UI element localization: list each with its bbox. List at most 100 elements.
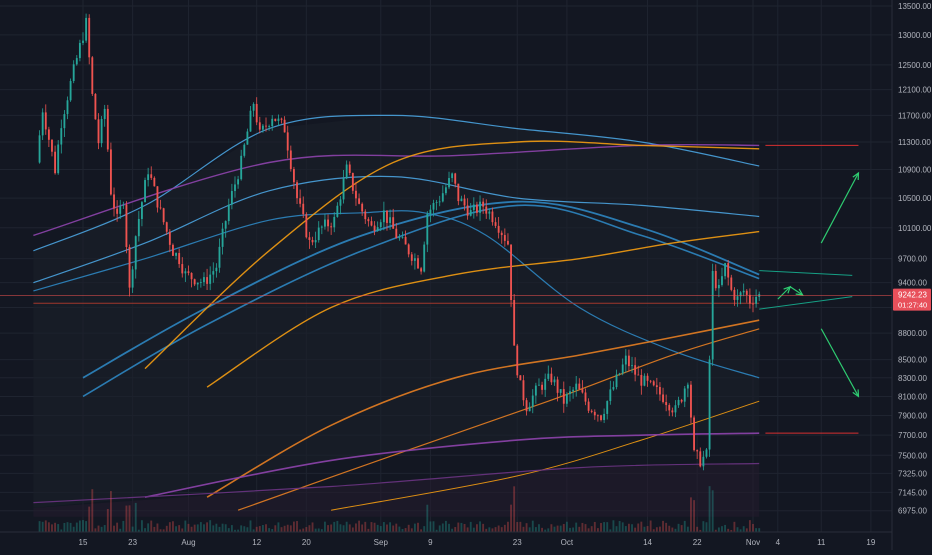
candle[interactable] [693, 415, 695, 452]
candle[interactable] [376, 221, 379, 232]
candle[interactable] [528, 402, 531, 412]
candle[interactable] [165, 221, 168, 235]
candle[interactable] [184, 268, 187, 282]
candle[interactable] [320, 225, 323, 235]
candle[interactable] [662, 387, 664, 404]
candle[interactable] [494, 217, 497, 229]
candle[interactable] [333, 212, 336, 233]
candle[interactable] [78, 39, 81, 62]
candle[interactable] [538, 378, 540, 386]
candle[interactable] [519, 375, 522, 381]
candle[interactable] [690, 380, 692, 424]
candle[interactable] [69, 78, 72, 102]
candle[interactable] [364, 209, 367, 224]
candle[interactable] [423, 241, 426, 273]
candle[interactable] [51, 139, 53, 157]
candle[interactable] [389, 209, 392, 230]
candle[interactable] [116, 200, 119, 222]
candle[interactable] [497, 216, 500, 239]
candle[interactable] [88, 14, 91, 65]
candle[interactable] [562, 381, 565, 413]
candle[interactable] [268, 124, 271, 131]
candle[interactable] [711, 263, 714, 366]
candle[interactable] [454, 172, 457, 188]
candle[interactable] [373, 221, 376, 236]
candle[interactable] [175, 252, 177, 260]
candle[interactable] [646, 373, 649, 387]
candle[interactable] [544, 373, 547, 397]
candle[interactable] [485, 199, 488, 219]
candle[interactable] [311, 236, 314, 246]
candle[interactable] [547, 365, 550, 381]
candle[interactable] [283, 116, 286, 133]
candle[interactable] [386, 210, 388, 231]
candle[interactable] [584, 388, 587, 406]
candle[interactable] [292, 166, 295, 189]
candle[interactable] [209, 266, 212, 291]
candle[interactable] [57, 140, 60, 175]
candle[interactable] [559, 389, 562, 396]
candle[interactable] [395, 223, 398, 239]
candle[interactable] [305, 212, 308, 239]
candle[interactable] [686, 382, 689, 398]
candle[interactable] [361, 202, 364, 216]
candle[interactable] [441, 185, 444, 203]
candlesticks[interactable] [38, 13, 761, 471]
candle[interactable] [699, 447, 702, 468]
candle[interactable] [330, 222, 333, 235]
candle[interactable] [168, 229, 171, 253]
candle[interactable] [624, 349, 627, 373]
candle[interactable] [265, 117, 267, 132]
candle[interactable] [382, 201, 385, 231]
candle[interactable] [739, 291, 742, 305]
candle[interactable] [621, 358, 624, 376]
candle[interactable] [370, 216, 373, 227]
candle[interactable] [479, 195, 481, 221]
candle[interactable] [147, 167, 150, 187]
candle[interactable] [488, 208, 491, 220]
candle[interactable] [600, 414, 602, 422]
candle[interactable] [652, 380, 655, 387]
candle[interactable] [550, 367, 553, 385]
candle[interactable] [596, 414, 599, 422]
candle[interactable] [444, 183, 447, 196]
candle[interactable] [277, 114, 280, 127]
candle[interactable] [134, 235, 137, 279]
candle[interactable] [569, 386, 571, 402]
candle[interactable] [714, 264, 717, 291]
candle[interactable] [410, 251, 413, 266]
candle[interactable] [327, 214, 329, 232]
candle[interactable] [593, 409, 596, 420]
candle[interactable] [565, 392, 568, 407]
candle[interactable] [345, 160, 348, 180]
candle[interactable] [612, 381, 615, 391]
candle[interactable] [100, 116, 103, 148]
candle[interactable] [503, 228, 506, 247]
candle[interactable] [63, 110, 66, 137]
candle[interactable] [159, 199, 162, 210]
candle[interactable] [103, 104, 106, 127]
candle[interactable] [398, 234, 401, 241]
candle[interactable] [671, 407, 674, 417]
candle[interactable] [742, 283, 745, 297]
candle[interactable] [162, 207, 165, 225]
candle[interactable] [541, 381, 544, 395]
candle[interactable] [705, 447, 708, 459]
candle[interactable] [717, 279, 720, 298]
candle[interactable] [199, 278, 202, 288]
candle[interactable] [755, 289, 758, 308]
candle[interactable] [556, 376, 559, 402]
candle[interactable] [109, 142, 112, 196]
candle[interactable] [358, 193, 360, 205]
candle[interactable] [417, 254, 419, 270]
candle[interactable] [469, 203, 472, 217]
candle[interactable] [525, 397, 528, 416]
candle[interactable] [317, 221, 320, 243]
candle[interactable] [38, 130, 41, 164]
candle[interactable] [94, 93, 97, 120]
candle[interactable] [240, 149, 243, 181]
candle[interactable] [413, 253, 416, 270]
candle[interactable] [392, 208, 395, 229]
candle[interactable] [196, 282, 199, 290]
